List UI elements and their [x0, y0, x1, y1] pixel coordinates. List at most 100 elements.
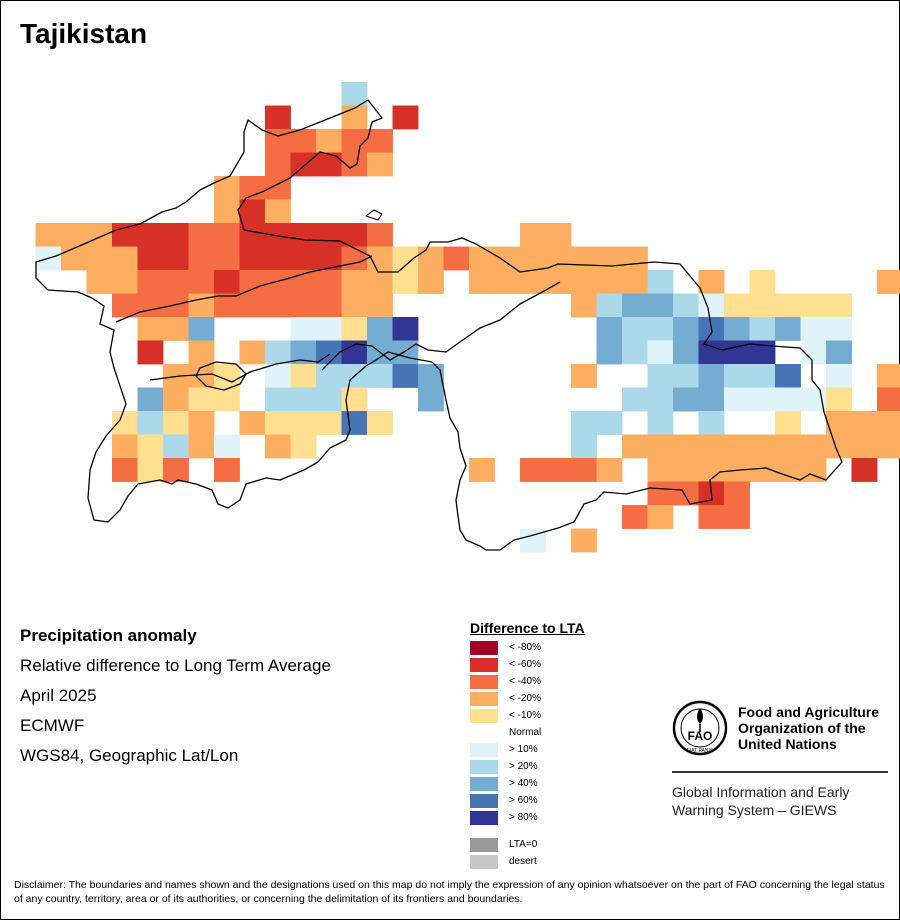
- legend-swatch: [470, 742, 498, 757]
- anomaly-cell: [673, 458, 699, 482]
- anomaly-cell: [724, 387, 750, 412]
- anomaly-cell: [724, 364, 750, 388]
- legend-swatch: [470, 674, 498, 689]
- anomaly-cell: [214, 223, 240, 247]
- anomaly-cell: [137, 293, 164, 318]
- legend-item: > 10%: [470, 741, 585, 758]
- legend-item: < -60%: [470, 656, 585, 673]
- anomaly-cell: [698, 505, 725, 529]
- anomaly-cell: [367, 223, 393, 247]
- fao-logo-icon: FAO FIAT PANIS: [672, 700, 728, 756]
- anomaly-cell: [622, 434, 648, 459]
- anomaly-cell: [290, 129, 317, 153]
- anomaly-cell: [61, 246, 87, 271]
- anomaly-cell: [265, 105, 291, 130]
- anomaly-cell: [214, 246, 240, 271]
- anomaly-cell: [647, 340, 674, 365]
- legend-swatch: [470, 640, 498, 655]
- anomaly-cell: [239, 246, 266, 271]
- anomaly-cell: [214, 270, 240, 294]
- anomaly-cell: [188, 317, 215, 341]
- anomaly-cell: [520, 528, 546, 553]
- dushanbe-boundary: [195, 361, 247, 391]
- legend-swatch: [470, 776, 498, 791]
- anomaly-cell: [316, 129, 342, 153]
- anomaly-cell: [622, 293, 648, 318]
- anomaly-cell: [392, 364, 419, 388]
- anomaly-cell: [341, 293, 368, 318]
- anomaly-cell: [673, 317, 699, 341]
- anomaly-cell: [341, 129, 368, 153]
- legend-label: Normal: [509, 727, 542, 738]
- anomaly-cell: [112, 434, 138, 459]
- anomaly-cell: [265, 387, 291, 412]
- anomaly-cell: [188, 364, 215, 388]
- info-period: April 2025: [20, 686, 97, 705]
- legend-label: < -40%: [509, 676, 541, 687]
- anomaly-cell: [749, 387, 776, 412]
- anomaly-cell: [290, 152, 317, 177]
- anomaly-cell: [877, 364, 900, 388]
- anomaly-cell: [673, 293, 699, 318]
- anomaly-cell: [596, 340, 623, 365]
- anomaly-cell: [188, 293, 215, 318]
- anomaly-cell: [367, 411, 393, 435]
- legend-title: Difference to LTA: [470, 620, 585, 636]
- anomaly-cell: [214, 434, 240, 459]
- anomaly-cell: [800, 387, 827, 412]
- anomaly-cell: [545, 270, 572, 294]
- anomaly-cell: [392, 340, 419, 365]
- anomaly-cell: [392, 105, 419, 130]
- fao-name-line2: Organization of the: [738, 720, 866, 736]
- anomaly-cell: [214, 387, 240, 412]
- anomaly-cell: [596, 270, 623, 294]
- anomaly-cell: [265, 246, 291, 271]
- anomaly-cell: [698, 458, 725, 482]
- anomaly-cell: [341, 270, 368, 294]
- anomaly-cell: [775, 317, 801, 341]
- legend-swatch: [470, 708, 498, 723]
- anomaly-cell: [571, 270, 597, 294]
- legend-swatch: [470, 837, 498, 852]
- anomaly-cell: [698, 364, 725, 388]
- anomaly-cell: [571, 246, 597, 271]
- anomaly-cell: [316, 223, 342, 247]
- country-boundary: [35, 99, 843, 551]
- anomaly-cell: [749, 340, 776, 365]
- anomaly-cell: [137, 387, 164, 412]
- anomaly-cell: [826, 364, 852, 388]
- legend-classes: < -80% < -60% < -40% < -20% < -10% Normal > 10…: [470, 639, 585, 826]
- anomaly-cell: [749, 317, 776, 341]
- anomaly-cell: [163, 434, 189, 459]
- fao-motto: FIAT PANIS: [687, 748, 714, 754]
- anomaly-cell: [571, 458, 597, 482]
- fao-name: Food and Agriculture Organization of the…: [738, 704, 888, 752]
- northern-internal-boundary: [115, 255, 373, 323]
- anomaly-cell: [673, 481, 699, 506]
- map-info: Precipitation anomaly Relative differenc…: [20, 626, 331, 776]
- fao-divider: [672, 771, 888, 773]
- anomaly-cell: [622, 246, 648, 271]
- giews-line1: Global Information and Early: [672, 784, 850, 800]
- anomaly-cell: [163, 293, 189, 318]
- anomaly-cell: [647, 293, 674, 318]
- anomaly-cell: [341, 387, 368, 412]
- legend-swatch: [470, 810, 498, 825]
- anomaly-cell: [290, 293, 317, 318]
- anomaly-cell: [520, 246, 546, 271]
- legend-label: < -60%: [509, 659, 541, 670]
- anomaly-cell: [112, 246, 138, 271]
- anomaly-cell: [214, 199, 240, 224]
- anomaly-cell: [265, 199, 291, 224]
- anomaly-cell: [596, 317, 623, 341]
- anomaly-cell: [673, 387, 699, 412]
- anomaly-cell: [265, 223, 291, 247]
- anomaly-cell: [775, 434, 801, 459]
- anomaly-cell: [545, 458, 572, 482]
- anomaly-cell: [61, 223, 87, 247]
- anomaly-cell: [622, 505, 648, 529]
- anomaly-cell: [265, 340, 291, 365]
- legend-item: > 20%: [470, 758, 585, 775]
- anomaly-cell: [86, 270, 113, 294]
- anomaly-cell: [137, 340, 164, 365]
